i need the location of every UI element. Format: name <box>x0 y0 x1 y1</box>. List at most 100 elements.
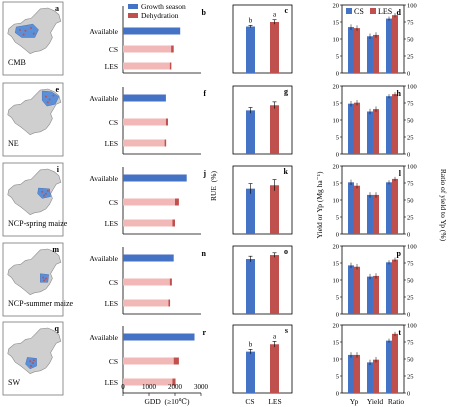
yield-right-tick-label: 25 <box>407 135 414 142</box>
gdd-category-label: LES <box>105 219 118 228</box>
site-marker <box>32 359 35 362</box>
yield-right-tick-label: 75 <box>407 20 414 27</box>
gdd-x-axis-label: GDD (≥10℃) <box>145 397 191 406</box>
panel-letter-map: i <box>57 165 60 174</box>
yield-les-bar <box>392 94 398 154</box>
yield-left-tick-label: 0 <box>336 71 339 78</box>
yield-right-tick-label: 100 <box>407 244 417 251</box>
gdd-growth-bar <box>123 45 172 53</box>
yield-cs-bar <box>367 276 373 314</box>
gdd-category-label: Available <box>89 27 118 36</box>
gdd-category-label: CS <box>109 45 118 54</box>
ratio-right-axis-label: Ratio of yield to Yp (%) <box>439 169 448 242</box>
yield-les-bar <box>373 194 379 234</box>
china-map-shape <box>7 168 62 215</box>
site-marker <box>29 360 32 363</box>
yield-cs-bar <box>367 111 373 154</box>
yield-les-bar <box>373 109 379 154</box>
yield-right-tick-label: 25 <box>407 215 414 222</box>
yield-left-tick-label: 20 <box>333 323 340 330</box>
maize-region-highlight <box>14 23 39 38</box>
gdd-x-tick-label: 1000 <box>142 383 157 391</box>
yield-left-tick-label: 5 <box>336 135 339 142</box>
gdd-dehydration-bar <box>172 219 175 227</box>
yield-left-tick-label: 20 <box>333 244 340 251</box>
yield-right-tick-label: 50 <box>407 357 414 364</box>
significance-letter: b <box>249 340 253 348</box>
gdd-dehydration-bar <box>168 299 171 307</box>
site-marker <box>41 190 44 193</box>
gdd-category-label: Available <box>89 174 118 183</box>
china-map-shape <box>7 248 62 295</box>
rue-x-label: CS <box>245 397 254 406</box>
yield-left-tick-label: 15 <box>333 20 340 27</box>
gdd-category-label: Available <box>89 333 118 342</box>
yield-left-tick-label: 0 <box>336 232 339 239</box>
gdd-growth-bar <box>123 357 174 365</box>
rue-bar <box>246 259 255 314</box>
yield-left-tick-label: 0 <box>336 391 339 398</box>
rue-bar <box>246 351 255 393</box>
site-marker <box>48 98 51 101</box>
legend-label-les: LES <box>378 7 392 16</box>
yield-les-bar <box>373 359 379 393</box>
panel-letter-map: e <box>55 85 59 94</box>
gdd-growth-bar <box>123 174 187 182</box>
gdd-dehydration-bar <box>172 378 176 386</box>
yield-left-tick-label: 10 <box>333 357 340 364</box>
gdd-category-label: LES <box>105 299 118 308</box>
legend-swatch-growth-season <box>128 4 138 9</box>
yield-left-axis-label: Yield or Yp (Mg ha⁻¹) <box>315 171 324 238</box>
yield-right-tick-label: 0 <box>407 232 410 239</box>
yield-right-tick-label: 50 <box>407 37 414 44</box>
yield-les-bar <box>354 185 360 234</box>
site-marker <box>46 189 49 192</box>
rue-frame <box>232 165 293 235</box>
gdd-x-tick-label: 3000 <box>194 383 209 391</box>
gdd-dehydration-bar <box>169 278 172 286</box>
gdd-dehydration-bar <box>169 62 172 70</box>
gdd-growth-bar <box>123 62 170 70</box>
site-marker <box>43 194 46 197</box>
rue-bar <box>270 255 279 314</box>
region-label: NE <box>8 139 19 148</box>
rue-bar <box>246 188 255 234</box>
site-marker <box>42 276 45 279</box>
yield-right-tick-label: 25 <box>407 295 414 302</box>
yield-left-tick-label: 5 <box>336 374 339 381</box>
panel-letter-map: m <box>52 245 59 254</box>
yield-left-tick-label: 0 <box>336 152 339 159</box>
legend-swatch-cs <box>346 8 352 14</box>
panel-letter-rue: s <box>285 326 288 335</box>
yield-right-tick-label: 75 <box>407 261 414 268</box>
site-marker <box>22 33 25 36</box>
gdd-category-label: LES <box>105 62 118 71</box>
yield-cs-bar <box>386 182 392 234</box>
panel-letter-gdd: n <box>202 249 207 258</box>
gdd-growth-bar <box>123 333 195 341</box>
yield-cs-bar <box>367 362 373 393</box>
yield-left-tick-label: 10 <box>333 198 340 205</box>
yield-left-tick-label: 5 <box>336 54 339 61</box>
gdd-x-tick-label: 2000 <box>168 383 183 391</box>
gdd-dehydration-bar <box>173 357 179 365</box>
site-marker <box>24 29 27 32</box>
yield-cs-bar <box>386 96 392 154</box>
panel-letter-yield: d <box>397 8 402 17</box>
rue-frame <box>232 85 293 155</box>
panel-letter-rue: c <box>284 6 288 15</box>
yield-right-tick-label: 50 <box>407 278 414 285</box>
panel-letter-yield: p <box>397 249 402 258</box>
region-label: NCP-spring maize <box>8 219 68 228</box>
yield-left-tick-label: 0 <box>336 312 339 319</box>
gdd-growth-bar <box>123 278 170 286</box>
yield-left-tick-label: 15 <box>333 181 340 188</box>
panel-letter-gdd: f <box>203 89 206 98</box>
yield-right-tick-label: 0 <box>407 312 410 319</box>
rue-x-label: LES <box>268 397 281 406</box>
gdd-category-label: Available <box>89 94 118 103</box>
site-marker <box>52 94 55 97</box>
legend-swatch-les <box>370 8 376 14</box>
yield-left-tick-label: 15 <box>333 101 340 108</box>
panel-letter-map: q <box>55 324 60 333</box>
